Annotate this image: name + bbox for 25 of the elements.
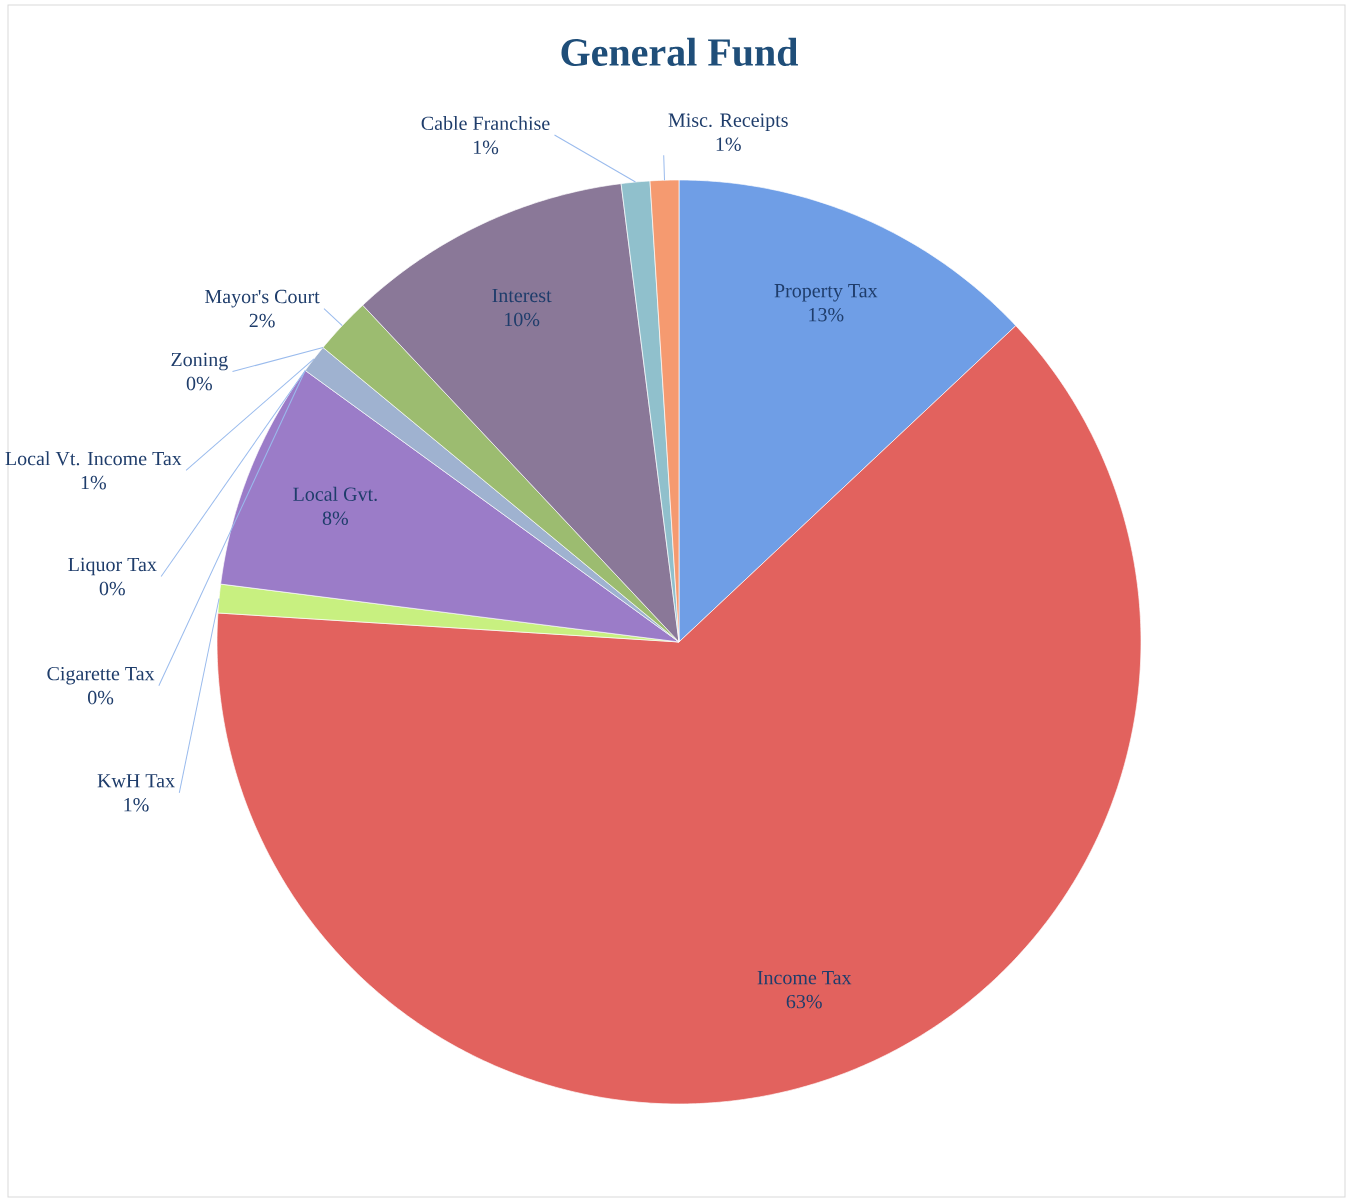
slice-label: Local Vt. Income Tax [5, 451, 182, 466]
text: 0% [87, 690, 114, 705]
data-label: 1% [124, 797, 149, 812]
data-label: 10% [505, 312, 540, 327]
category-label: Cigarette Tax [47, 666, 155, 685]
category-label: Liquor Tax [68, 557, 157, 576]
slice-label: KwH Tax [97, 774, 175, 788]
slice-label: Cable Franchise [421, 116, 550, 131]
slice-label: Income Tax [757, 971, 852, 985]
data-label: 13% [809, 307, 844, 322]
data-label: 1% [473, 140, 499, 155]
slice-label: Local Gvt. [293, 486, 377, 502]
slice-label: Interest [492, 288, 552, 303]
data-label: 1% [716, 137, 741, 151]
slice-label: Misc. Receipts [668, 113, 788, 131]
text: 0% [99, 581, 125, 596]
slice-label: Property Tax [774, 284, 878, 302]
legend-label: Zoning [171, 352, 228, 371]
chart-title: General Fund [561, 37, 799, 67]
data-label: 8% [322, 511, 348, 525]
data-label: 1% [81, 475, 106, 490]
text: 0% [186, 376, 212, 391]
data-label: 63% [786, 994, 822, 1009]
slice-label: Mayor's Court [205, 289, 320, 308]
data-label: 2% [249, 313, 275, 328]
